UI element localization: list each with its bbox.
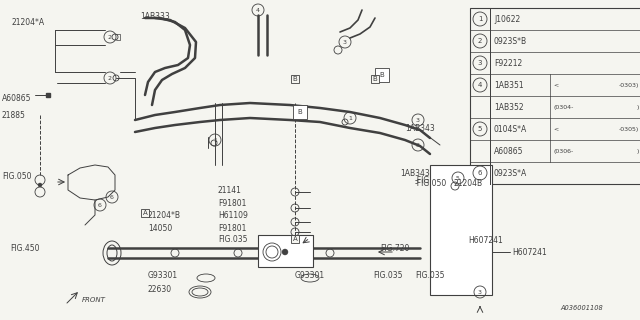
Text: FIG.035: FIG.035 bbox=[415, 270, 445, 279]
Text: 4: 4 bbox=[478, 82, 482, 88]
Text: H607241: H607241 bbox=[468, 236, 503, 244]
Bar bbox=[430, 165, 492, 295]
Text: <: < bbox=[553, 126, 558, 132]
Text: 3: 3 bbox=[478, 290, 482, 294]
Text: FIG.050: FIG.050 bbox=[2, 172, 31, 180]
Text: 6: 6 bbox=[98, 203, 102, 207]
Circle shape bbox=[38, 183, 42, 187]
Text: 22630: 22630 bbox=[148, 285, 172, 294]
Text: FIG.450: FIG.450 bbox=[10, 244, 40, 252]
Text: A: A bbox=[143, 210, 147, 216]
Text: (0304-: (0304- bbox=[553, 105, 573, 109]
Text: 21885: 21885 bbox=[2, 110, 26, 119]
Text: (0306-: (0306- bbox=[553, 148, 573, 154]
Text: 6: 6 bbox=[110, 195, 114, 199]
Text: 1: 1 bbox=[348, 116, 352, 121]
Text: 14050: 14050 bbox=[148, 223, 172, 233]
Text: -0305): -0305) bbox=[619, 126, 639, 132]
Text: 3: 3 bbox=[343, 39, 347, 44]
Text: B: B bbox=[380, 72, 385, 78]
Text: B: B bbox=[372, 76, 378, 82]
Text: FIG.720: FIG.720 bbox=[380, 244, 410, 252]
Text: 0923S*A: 0923S*A bbox=[494, 169, 527, 178]
Text: F92212: F92212 bbox=[494, 59, 522, 68]
Text: 4: 4 bbox=[256, 7, 260, 12]
Text: G93301: G93301 bbox=[295, 270, 325, 279]
Text: F91801: F91801 bbox=[218, 223, 246, 233]
Text: F91801: F91801 bbox=[218, 198, 246, 207]
Text: B: B bbox=[292, 76, 298, 82]
Text: A60865: A60865 bbox=[2, 93, 31, 102]
Text: 21204B: 21204B bbox=[453, 179, 482, 188]
Text: 5: 5 bbox=[456, 175, 460, 180]
Text: ): ) bbox=[637, 105, 639, 109]
Text: 1AB333: 1AB333 bbox=[140, 12, 170, 20]
Text: 3: 3 bbox=[477, 60, 483, 66]
Text: A036001108: A036001108 bbox=[560, 305, 603, 311]
Text: A60865: A60865 bbox=[494, 147, 524, 156]
Text: 2: 2 bbox=[478, 38, 482, 44]
Text: 21141: 21141 bbox=[218, 186, 242, 195]
Bar bbox=[470, 8, 640, 184]
Text: 2: 2 bbox=[108, 76, 112, 81]
Text: H61109: H61109 bbox=[218, 211, 248, 220]
Bar bbox=[258, 235, 313, 267]
Text: <: < bbox=[553, 83, 558, 87]
Text: FRONT: FRONT bbox=[82, 297, 106, 303]
Text: 21204*B: 21204*B bbox=[148, 211, 181, 220]
Text: 0104S*A: 0104S*A bbox=[494, 124, 527, 133]
Text: ): ) bbox=[637, 148, 639, 154]
Circle shape bbox=[282, 249, 288, 255]
Text: 6: 6 bbox=[477, 170, 483, 176]
Text: A: A bbox=[292, 236, 298, 242]
Text: 1AB343: 1AB343 bbox=[400, 169, 429, 178]
Text: G93301: G93301 bbox=[148, 270, 178, 279]
Text: 21204B: 21204B bbox=[453, 175, 482, 185]
Text: 1AB352: 1AB352 bbox=[494, 102, 524, 111]
Text: -0303): -0303) bbox=[619, 83, 639, 87]
Text: 1AB343: 1AB343 bbox=[405, 124, 435, 132]
Text: 1: 1 bbox=[213, 138, 217, 142]
Text: 0923S*B: 0923S*B bbox=[494, 36, 527, 45]
Text: 3: 3 bbox=[416, 142, 420, 148]
Text: 5: 5 bbox=[478, 126, 482, 132]
Bar bbox=[293, 105, 307, 119]
Text: 3: 3 bbox=[416, 117, 420, 123]
Text: FIG.035: FIG.035 bbox=[218, 235, 248, 244]
Text: J10622: J10622 bbox=[494, 14, 520, 23]
Text: 2: 2 bbox=[108, 35, 112, 39]
Text: -FIG.050: -FIG.050 bbox=[415, 179, 447, 188]
Text: 1AB351: 1AB351 bbox=[494, 81, 524, 90]
Text: 1: 1 bbox=[477, 16, 483, 22]
Text: 21204*A: 21204*A bbox=[12, 18, 45, 27]
Text: H607241: H607241 bbox=[512, 247, 547, 257]
Text: B: B bbox=[298, 109, 302, 115]
Text: FIG.035: FIG.035 bbox=[373, 270, 403, 279]
Text: -FIG.050: -FIG.050 bbox=[415, 175, 447, 185]
Bar bbox=[375, 68, 389, 82]
